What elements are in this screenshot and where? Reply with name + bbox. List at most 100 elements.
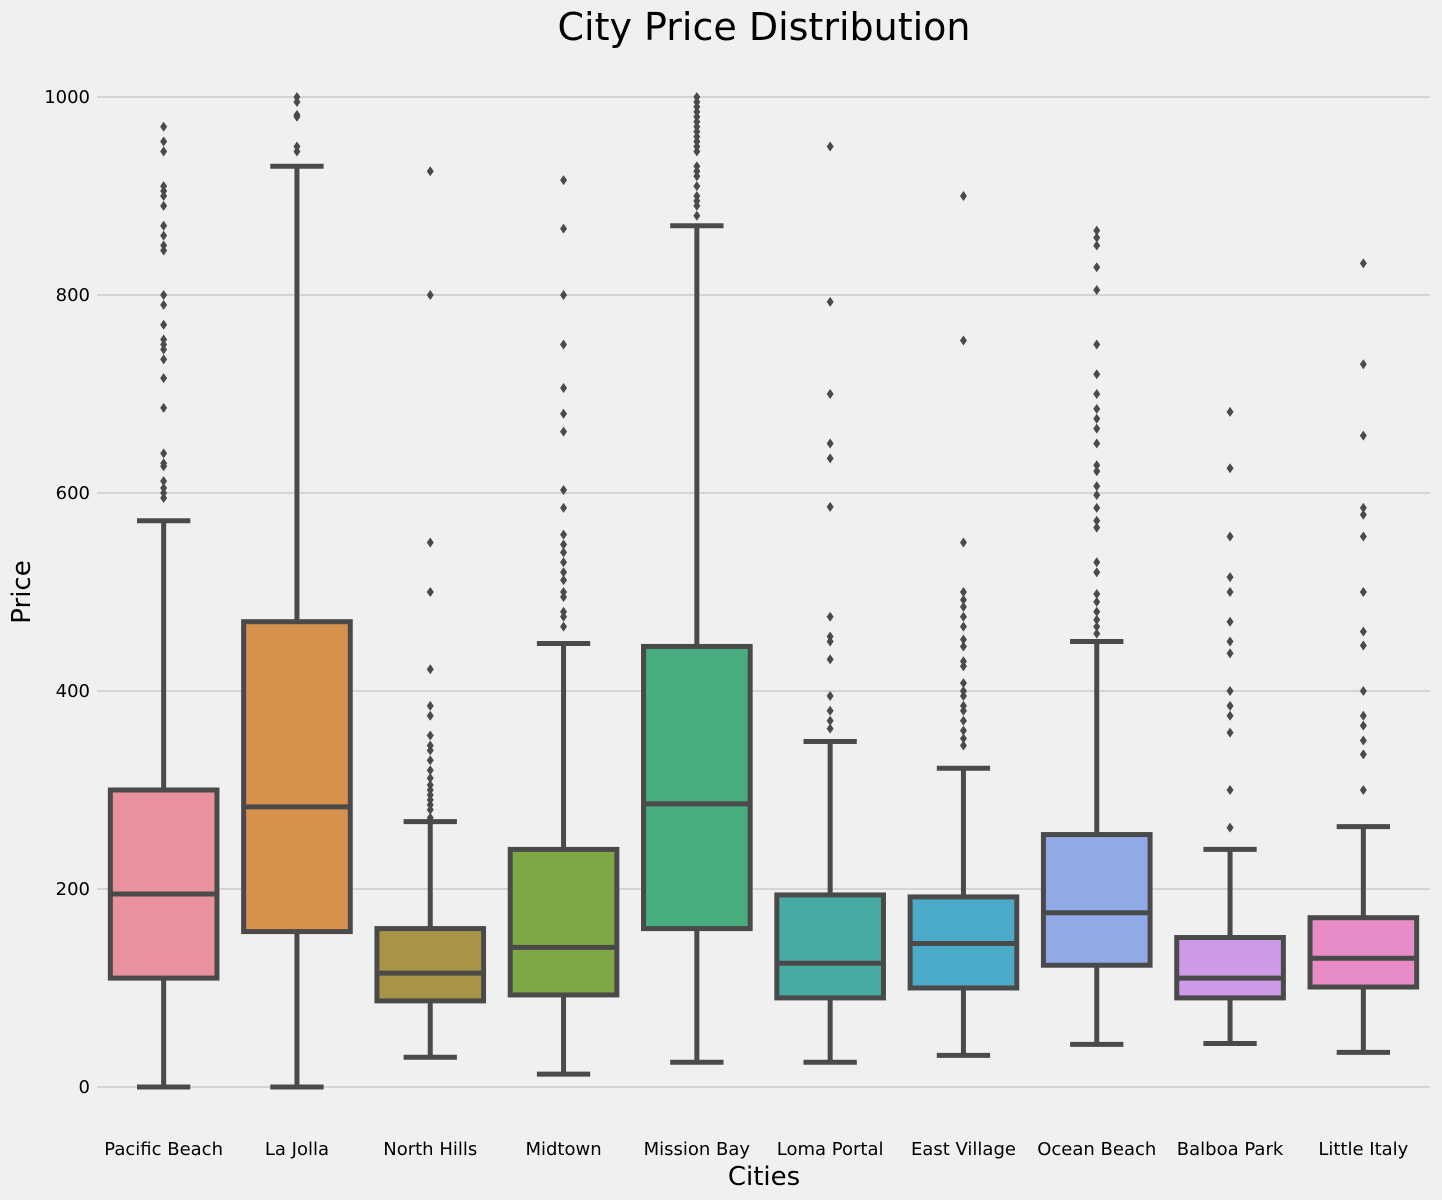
outlier-point: [426, 664, 434, 675]
box-group: [1307, 258, 1420, 1055]
outlier-point: [826, 705, 834, 716]
outlier-point: [160, 230, 168, 241]
outlier-point: [959, 641, 967, 652]
outlier-point: [959, 587, 967, 597]
outlier-point: [826, 438, 834, 449]
outlier-point: [1093, 232, 1101, 243]
outlier-point: [1359, 626, 1367, 637]
x-tick-label: Mission Bay: [644, 1139, 751, 1160]
outlier-point: [426, 773, 434, 784]
outlier-point: [293, 141, 301, 152]
outlier-point: [1093, 588, 1101, 599]
outlier-point: [160, 299, 168, 310]
outlier-point: [826, 389, 834, 399]
outlier-point: [1226, 463, 1234, 474]
outlier-point: [160, 373, 168, 384]
outlier-point: [959, 634, 967, 645]
outlier-point: [959, 611, 967, 622]
outlier-point: [160, 200, 168, 211]
outlier-point: [826, 631, 834, 642]
outlier-point: [826, 296, 834, 307]
outlier-point: [560, 175, 568, 186]
outlier-point: [1093, 481, 1101, 492]
x-tick-label: North Hills: [383, 1139, 477, 1160]
outlier-point: [560, 587, 568, 597]
box-iqr: [774, 892, 886, 1001]
outlier-point: [560, 485, 568, 496]
outlier-point: [1093, 557, 1101, 568]
outlier-point: [1226, 727, 1234, 738]
outlier-point: [1226, 648, 1234, 659]
outlier-point: [1093, 240, 1101, 251]
outlier-point: [160, 136, 168, 147]
outlier-point: [426, 166, 434, 177]
y-tick-label: 1000: [44, 87, 90, 108]
outlier-point: [426, 700, 434, 711]
outlier-point: [160, 240, 168, 251]
outlier-point: [1226, 616, 1234, 627]
outlier-point: [959, 335, 967, 346]
outlier-point: [959, 740, 967, 751]
outlier-point: [1226, 572, 1234, 583]
x-tick-label: Balboa Park: [1177, 1139, 1284, 1160]
outlier-point: [1359, 686, 1367, 696]
outlier-point: [1226, 636, 1234, 647]
box-iqr: [1040, 832, 1153, 968]
box-group: [1040, 225, 1153, 1047]
outlier-point: [1093, 460, 1101, 471]
outlier-point: [1093, 596, 1101, 607]
outlier-point: [826, 611, 834, 622]
outlier-point: [959, 733, 967, 744]
x-tick-labels: Pacific Beach La Jolla North Hills Midtown M…: [104, 1139, 1408, 1160]
outlier-point: [426, 740, 434, 751]
outlier-point: [1093, 522, 1101, 533]
outlier-point: [426, 780, 434, 791]
outlier-point: [560, 621, 568, 632]
outlier-point: [959, 191, 967, 201]
y-tick-label: 0: [79, 1077, 90, 1098]
outlier-point: [426, 765, 434, 776]
outlier-point: [1093, 606, 1101, 617]
chart-title: City Price Distribution: [557, 5, 970, 49]
outlier-point: [293, 92, 301, 102]
outlier-point: [160, 402, 168, 413]
outlier-point: [426, 812, 434, 823]
outlier-point: [1093, 403, 1101, 414]
outlier-point: [1093, 466, 1101, 477]
outlier-point: [560, 290, 568, 300]
outlier-point: [426, 290, 434, 300]
outlier-point: [1226, 822, 1234, 833]
outlier-point: [1093, 438, 1101, 449]
x-tick-label: Little Italy: [1318, 1139, 1408, 1160]
outlier-point: [1226, 710, 1234, 721]
box-group: [107, 121, 220, 1090]
outlier-point: [1359, 359, 1367, 370]
x-tick-label: Midtown: [525, 1139, 601, 1160]
outlier-point: [426, 537, 434, 548]
outlier-point: [1226, 406, 1234, 417]
y-tick-label: 200: [56, 879, 90, 900]
outlier-point: [959, 656, 967, 667]
outlier-point: [1226, 785, 1234, 795]
outlier-point: [560, 547, 568, 558]
outlier-point: [1093, 285, 1101, 296]
outlier-point: [1093, 413, 1101, 424]
y-axis-title: Price: [7, 560, 37, 623]
outlier-point: [693, 191, 701, 201]
outlier-point: [1093, 628, 1101, 639]
outlier-point: [1093, 339, 1101, 350]
outlier-point: [826, 690, 834, 701]
outlier-point: [1226, 531, 1234, 542]
outlier-point: [826, 453, 834, 464]
outlier-point: [560, 606, 568, 617]
outlier-point: [826, 501, 834, 512]
outlier-point: [1359, 720, 1367, 731]
outlier-point: [160, 181, 168, 192]
outlier-point: [160, 476, 168, 487]
outlier-point: [1359, 785, 1367, 795]
x-axis-title: Cities: [728, 1162, 800, 1192]
outlier-point: [826, 654, 834, 665]
outlier-point: [1093, 515, 1101, 526]
outlier-point: [693, 161, 701, 172]
